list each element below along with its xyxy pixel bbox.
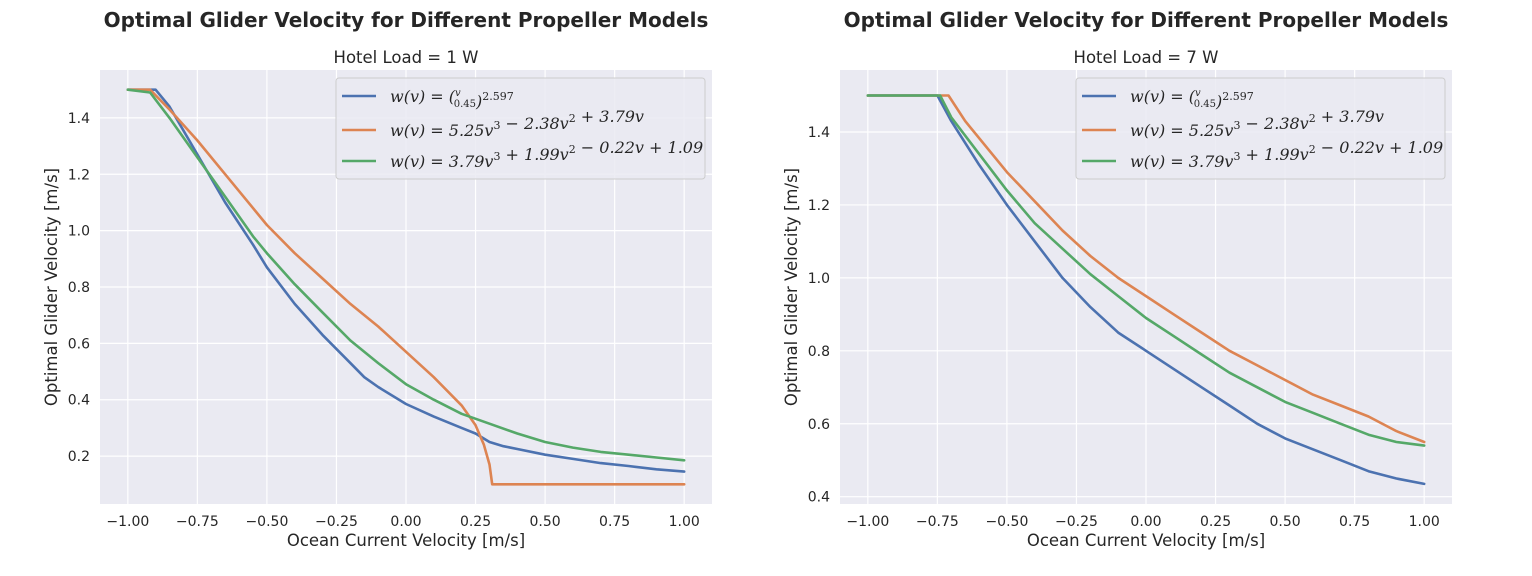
x-tick-label: 0.25 bbox=[1200, 514, 1231, 530]
x-tick-label: 0.75 bbox=[1339, 514, 1370, 530]
x-axis-label: Ocean Current Velocity [m/s] bbox=[287, 531, 525, 550]
y-tick-labels: 0.2 0.4 0.6 0.8 1.0 1.2 1.4 bbox=[68, 111, 90, 465]
y-tick-label: 1.4 bbox=[68, 111, 90, 127]
y-tick-label: 0.4 bbox=[68, 393, 90, 409]
series-line bbox=[866, 94, 1426, 444]
y-tick-label: 1.0 bbox=[68, 224, 90, 240]
y-tick-label: 0.6 bbox=[808, 417, 830, 433]
x-tick-labels: −1.00 −0.75 −0.50 −0.25 0.00 0.25 0.50 0.75 1.00 bbox=[106, 514, 699, 530]
y-tick-label: 1.2 bbox=[808, 198, 830, 214]
x-tick-label: −0.25 bbox=[315, 514, 358, 530]
x-tick-label: 0.50 bbox=[530, 514, 561, 530]
x-tick-label: 1.00 bbox=[669, 514, 700, 530]
chart-panel-left: Optimal Glider Velocity for Different Pr… bbox=[42, 8, 712, 550]
legend-box bbox=[1075, 77, 1446, 180]
chart-title: Optimal Glider Velocity for Different Pr… bbox=[104, 8, 709, 32]
x-tick-label: −0.75 bbox=[916, 514, 959, 530]
x-axis-label: Ocean Current Velocity [m/s] bbox=[1027, 531, 1265, 550]
x-tick-label: −0.50 bbox=[985, 514, 1028, 530]
series-line bbox=[126, 88, 686, 486]
legend-label: w(v) = 5.25v3 − 2.38v2 + 3.79v bbox=[390, 107, 644, 140]
chart-title: Optimal Glider Velocity for Different Pr… bbox=[844, 8, 1449, 32]
y-tick-label: 0.8 bbox=[808, 344, 830, 360]
y-tick-label: 0.4 bbox=[808, 490, 830, 506]
y-tick-labels: 0.4 0.6 0.8 1.0 1.2 1.4 bbox=[808, 125, 830, 506]
series-line bbox=[126, 88, 686, 473]
chart-panel-right: Optimal Glider Velocity for Different Pr… bbox=[782, 8, 1452, 550]
x-tick-label: −0.75 bbox=[176, 514, 219, 530]
x-tick-label: −1.00 bbox=[106, 514, 149, 530]
series-line bbox=[866, 94, 1426, 486]
y-tick-label: 1.4 bbox=[808, 125, 830, 141]
x-tick-label: −1.00 bbox=[846, 514, 889, 530]
y-axis-label: Optimal Glider Velocity [m/s] bbox=[42, 168, 61, 406]
chart-subtitle: Hotel Load = 7 W bbox=[1074, 48, 1219, 67]
legend-box bbox=[335, 77, 706, 180]
y-tick-label: 1.2 bbox=[68, 167, 90, 183]
y-tick-label: 1.0 bbox=[808, 271, 830, 287]
legend-label: w(v) = 3.79v3 + 1.99v2 − 0.22v + 1.09 bbox=[390, 138, 703, 171]
y-tick-label: 0.6 bbox=[68, 336, 90, 352]
series-lines bbox=[866, 94, 1426, 486]
series-lines bbox=[126, 88, 686, 486]
legend-label: w(v) = (v 0.45)2.597 bbox=[390, 87, 514, 111]
series-line bbox=[126, 88, 686, 462]
legend-label: w(v) = 3.79v3 + 1.99v2 − 0.22v + 1.09 bbox=[1130, 138, 1443, 171]
x-tick-label: 0.75 bbox=[599, 514, 630, 530]
x-tick-label: 1.00 bbox=[1409, 514, 1440, 530]
y-tick-label: 0.8 bbox=[68, 280, 90, 296]
legend-label: w(v) = (v 0.45)2.597 bbox=[1130, 87, 1254, 111]
legend-label: w(v) = 5.25v3 − 2.38v2 + 3.79v bbox=[1130, 107, 1384, 140]
x-tick-label: −0.50 bbox=[245, 514, 288, 530]
chart-subtitle: Hotel Load = 1 W bbox=[334, 48, 479, 67]
x-tick-label: 0.00 bbox=[390, 514, 421, 530]
x-tick-label: 0.00 bbox=[1130, 514, 1161, 530]
x-tick-label: 0.50 bbox=[1270, 514, 1301, 530]
y-axis-label: Optimal Glider Velocity [m/s] bbox=[782, 168, 801, 406]
y-tick-label: 0.2 bbox=[68, 449, 90, 465]
x-tick-label: −0.25 bbox=[1055, 514, 1098, 530]
x-tick-labels: −1.00 −0.75 −0.50 −0.25 0.00 0.25 0.50 0.75 1.00 bbox=[846, 514, 1439, 530]
series-line bbox=[866, 94, 1426, 447]
x-tick-label: 0.25 bbox=[460, 514, 491, 530]
